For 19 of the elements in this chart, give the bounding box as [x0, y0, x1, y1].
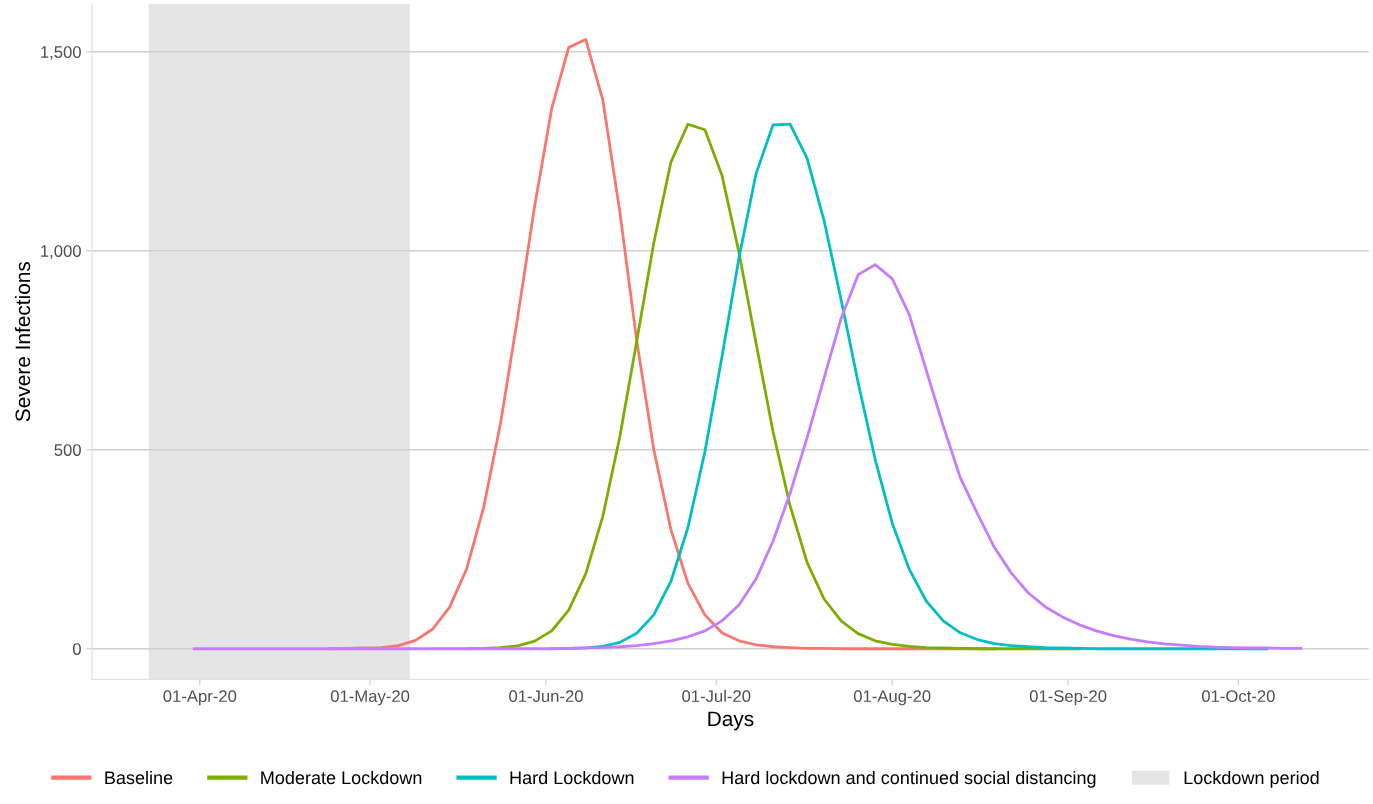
legend-label: Moderate Lockdown	[261, 770, 422, 785]
x-tick-label: 01-Jul-20	[682, 689, 751, 703]
legend-label: Baseline	[105, 770, 173, 785]
x-axis-title: Days	[708, 711, 754, 731]
line-series	[192, 263, 1303, 651]
y-tick-label: 1,500	[41, 46, 81, 60]
y-tick-label: 0	[72, 643, 81, 655]
y-tick-label: 500	[54, 444, 81, 456]
x-tick-label: 01-Aug-20	[853, 690, 931, 706]
x-tick-label: 01-Sep-20	[1029, 690, 1107, 706]
x-tick-label: 01-Apr-20	[163, 690, 237, 706]
legend-label: Lockdown period	[1184, 770, 1319, 788]
legend-label: Hard lockdown and continued social distancing	[722, 770, 1096, 788]
y-tick-label: 1,000	[41, 245, 81, 259]
x-tick-label: 01-May-20	[330, 690, 410, 706]
x-tick-label: 01-Jun-20	[509, 690, 583, 703]
y-axis-title: Severe Infections	[14, 261, 31, 422]
x-tick-label: 01-Oct-20	[1201, 690, 1275, 703]
legend-label: Hard Lockdown	[510, 770, 634, 785]
